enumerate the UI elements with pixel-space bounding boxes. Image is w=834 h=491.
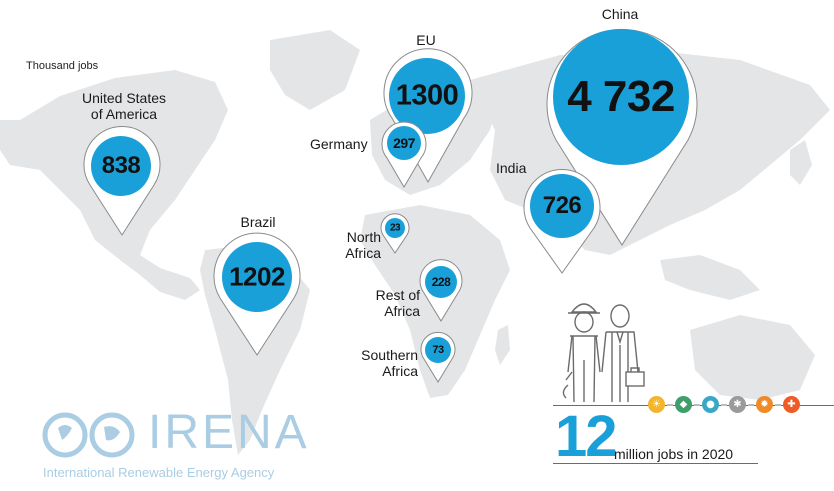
worker-woman-icon — [562, 303, 601, 403]
tech-separator — [694, 403, 700, 406]
label-china: China — [601, 6, 639, 22]
value-india: 726 — [542, 192, 582, 219]
label-rest-of-africa: Rest of Africa — [360, 287, 420, 319]
value-brazil: 1202 — [229, 261, 285, 292]
label-usa: United States of America — [82, 90, 166, 122]
label-eu: EU — [416, 32, 436, 48]
australia-land — [690, 315, 815, 400]
pin-brazil — [213, 232, 301, 356]
value-germany: 297 — [393, 135, 415, 151]
other-renewables-glyph: ✚ — [787, 399, 796, 410]
value-usa: 838 — [101, 152, 141, 179]
geothermal-glyph: ✹ — [760, 399, 769, 410]
technology-icons: ☀ ◆ ● ✱ ✹ ✚ — [648, 396, 800, 413]
hydropower-icon: ● — [702, 396, 719, 413]
tech-separator — [775, 403, 781, 406]
label-germany: Germany — [310, 136, 368, 152]
irena-logo-tagline: International Renewable Energy Agency — [43, 465, 275, 480]
southeast-asia-land — [660, 255, 760, 300]
value-eu: 1300 — [395, 79, 459, 112]
wind-glyph: ✱ — [733, 399, 742, 410]
solar-glyph: ☀ — [652, 399, 661, 410]
label-rest-of-africa-text: Rest of Africa — [375, 287, 420, 319]
pin-usa — [83, 126, 161, 236]
pin-china — [546, 28, 698, 246]
pin-germany — [381, 121, 427, 188]
value-rest-of-africa: 228 — [431, 275, 451, 289]
value-china: 4 732 — [567, 72, 675, 121]
worker-man-icon — [601, 304, 645, 402]
pin-north-africa — [380, 213, 410, 254]
total-jobs-number: 12 — [555, 404, 617, 469]
label-north-africa-text: North Africa — [345, 229, 381, 261]
tech-separator — [667, 403, 673, 406]
pin-southern-africa — [420, 331, 456, 383]
hydropower-glyph: ● — [706, 399, 715, 410]
bioenergy-icon: ◆ — [675, 396, 692, 413]
greenland-land — [270, 30, 360, 110]
label-usa-text: United States of America — [81, 90, 167, 122]
tech-separator — [748, 403, 754, 406]
tech-separator — [721, 403, 727, 406]
irena-logo-wordmark: IRENA — [148, 406, 310, 459]
total-jobs-caption: million jobs in 2020 — [614, 446, 734, 462]
label-india: India — [496, 160, 527, 176]
pin-rest-of-africa — [419, 259, 463, 322]
value-southern-africa: 73 — [432, 344, 444, 356]
japan-land — [790, 140, 812, 185]
value-north-africa: 23 — [389, 222, 401, 234]
other-renewables-icon: ✚ — [783, 396, 800, 413]
bioenergy-glyph: ◆ — [679, 399, 688, 410]
caption-underline — [553, 463, 758, 464]
label-brazil: Brazil — [240, 214, 276, 230]
madagascar-land — [495, 325, 510, 365]
label-north-africa: North Africa — [333, 229, 381, 261]
solar-icon: ☀ — [648, 396, 665, 413]
baseline-divider — [553, 405, 834, 406]
irena-logo-icon — [42, 412, 135, 458]
wind-icon: ✱ — [729, 396, 746, 413]
geothermal-icon: ✹ — [756, 396, 773, 413]
label-southern-africa-text: Southern Africa — [361, 347, 418, 379]
unit-label: Thousand jobs — [26, 60, 99, 72]
pin-eu — [383, 48, 473, 184]
pin-india — [523, 169, 601, 274]
label-southern-africa: Southern Africa — [345, 347, 418, 379]
